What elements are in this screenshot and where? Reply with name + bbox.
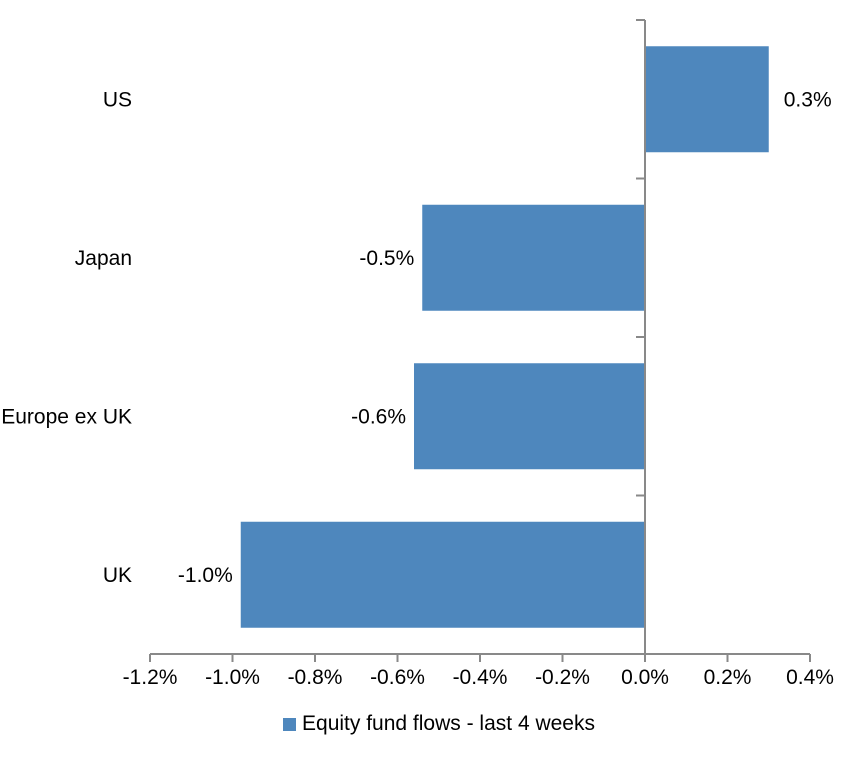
value-label-uk: -1.0% bbox=[178, 564, 233, 587]
category-label-europe-ex-uk: Europe ex UK bbox=[1, 405, 132, 428]
x-tick-label--1-0-: -1.0% bbox=[205, 666, 260, 689]
x-tick-label--0-2-: -0.2% bbox=[535, 666, 590, 689]
category-label-japan: Japan bbox=[75, 247, 132, 270]
x-tick-label--0-6-: -0.6% bbox=[370, 666, 425, 689]
category-label-uk: UK bbox=[103, 564, 132, 587]
legend: Equity fund flows - last 4 weeks bbox=[0, 712, 852, 736]
bar-europe-ex-uk bbox=[414, 363, 645, 470]
value-label-us: 0.3% bbox=[784, 88, 832, 111]
legend-label: Equity fund flows - last 4 weeks bbox=[302, 712, 595, 735]
x-tick-label--1-2-: -1.2% bbox=[123, 666, 178, 689]
value-label-europe-ex-uk: -0.6% bbox=[351, 405, 406, 428]
x-tick-label--0-4-: -0.4% bbox=[453, 666, 508, 689]
bar-chart-svg: -1.2% -1.0% -0.8% -0.6% -0.4% -0.2% 0.0% 0.2% 0.… bbox=[1, 19, 834, 689]
category-label-us: US bbox=[103, 88, 132, 111]
x-tick-label-0-0-: 0.0% bbox=[621, 666, 669, 689]
value-label-japan: -0.5% bbox=[359, 247, 414, 270]
x-tick-label-0-2-: 0.2% bbox=[704, 666, 752, 689]
x-tick-label--0-8-: -0.8% bbox=[288, 666, 343, 689]
legend-swatch-icon bbox=[283, 717, 297, 731]
bar-us bbox=[645, 46, 769, 153]
bar-japan bbox=[422, 204, 645, 311]
bar-uk bbox=[240, 521, 645, 628]
x-tick-label-0-4-: 0.4% bbox=[786, 666, 834, 689]
